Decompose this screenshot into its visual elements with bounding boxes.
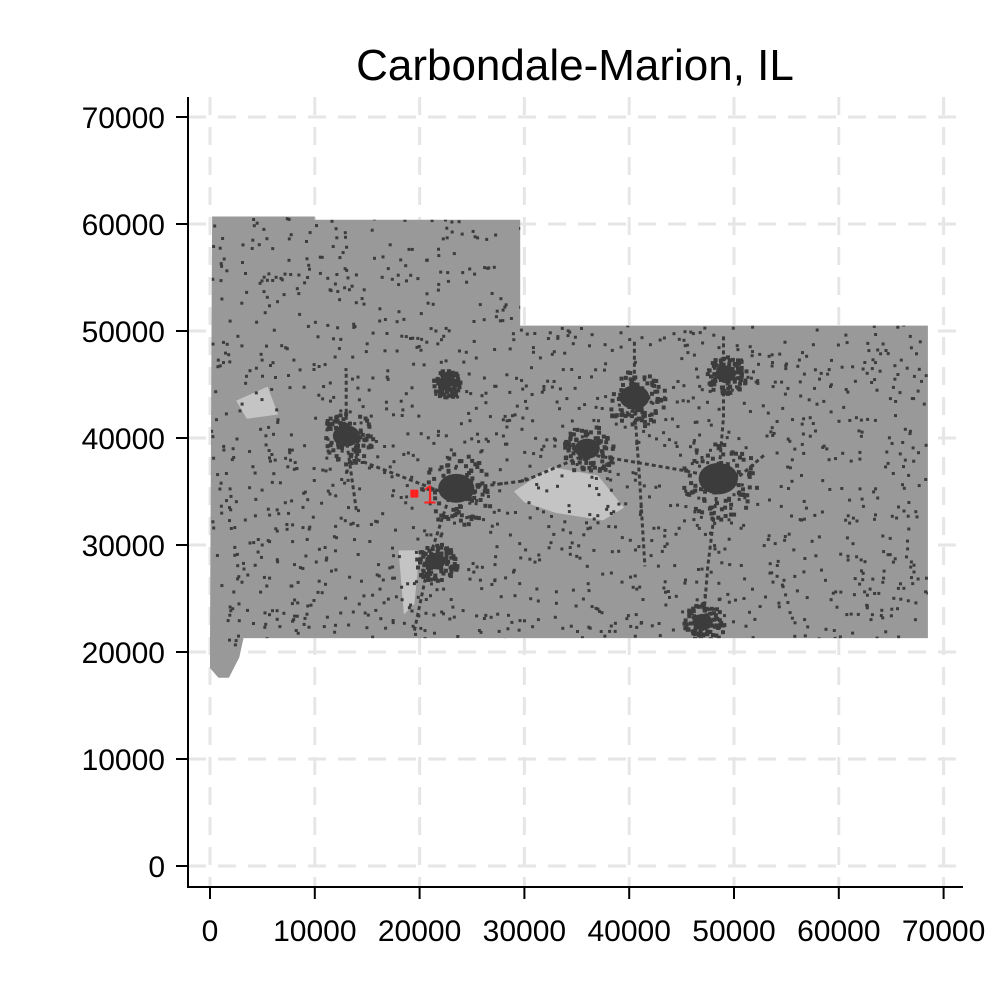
y-tick-label-3: 30000 [82, 530, 165, 563]
x-tick-label-5: 50000 [692, 915, 775, 948]
x-tick-label-6: 60000 [797, 915, 880, 948]
development-corridor-3 [344, 373, 359, 514]
x-tick-label-4: 40000 [587, 915, 670, 948]
x-tick-label-3: 30000 [483, 915, 566, 948]
y-tick-label-6: 60000 [82, 209, 165, 242]
urban-cluster-6 [415, 542, 460, 583]
x-tick-label-0: 0 [202, 915, 219, 948]
development-corridor-1 [632, 341, 647, 567]
water-area-1 [236, 386, 279, 419]
plot-title: Carbondale-Marion, IL [356, 41, 794, 90]
region-map [210, 216, 928, 678]
y-tick-label-0: 0 [148, 851, 165, 884]
y-tick-label-4: 40000 [82, 423, 165, 456]
axes: 0 10000 20000 30000 40000 50000 60000 70000 0 100… [82, 97, 985, 948]
y-tick-label-5: 50000 [82, 316, 165, 349]
development-corridor-4 [412, 491, 453, 631]
x-tick-label-7: 70000 [902, 915, 985, 948]
urban-cluster-1 [420, 452, 493, 527]
urban-cluster-8 [432, 369, 463, 400]
water-area-0 [513, 466, 624, 521]
x-tick-label-2: 20000 [378, 915, 461, 948]
urban-cluster-4 [705, 355, 749, 396]
y-tick-label-1: 10000 [82, 744, 165, 777]
urban-cluster-2 [609, 370, 668, 429]
y-tick-label-7: 70000 [82, 102, 165, 135]
urban-cluster-5 [563, 425, 616, 473]
y-tick-label-2: 20000 [82, 637, 165, 670]
development-corridor-2 [701, 336, 725, 631]
point-markers: 1 [410, 480, 437, 510]
urban-cluster-0 [324, 412, 376, 467]
x-tick-label-1: 10000 [273, 915, 356, 948]
point-marker-0: 1 [410, 480, 437, 510]
point-marker-dot-0 [410, 489, 419, 498]
point-marker-label-0: 1 [422, 480, 436, 510]
